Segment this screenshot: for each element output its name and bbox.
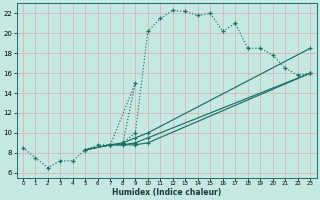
X-axis label: Humidex (Indice chaleur): Humidex (Indice chaleur) [112, 188, 221, 197]
